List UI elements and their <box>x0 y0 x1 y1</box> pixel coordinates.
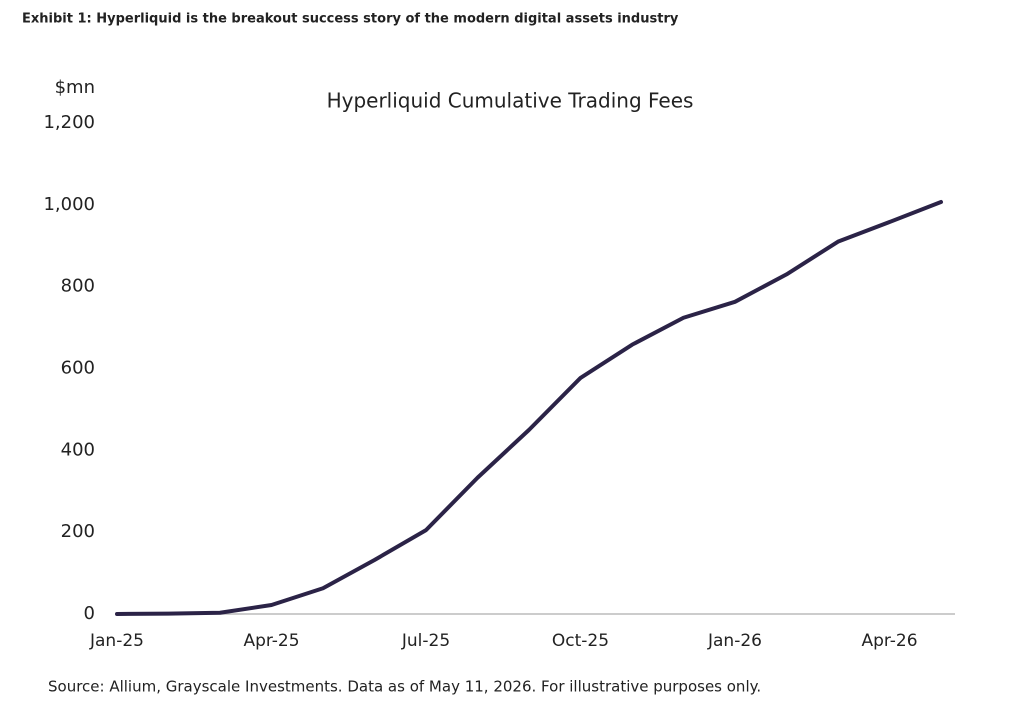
y-tick-label: 200 <box>61 521 95 542</box>
y-tick-label: 600 <box>61 358 95 379</box>
y-tick-label: 0 <box>84 603 95 624</box>
y-tick-label: 400 <box>61 439 95 460</box>
y-tick-label: 1,000 <box>43 194 95 215</box>
x-tick-label: Apr-26 <box>861 631 917 651</box>
y-tick-label: 1,200 <box>43 112 95 133</box>
x-tick-label: Jan-25 <box>89 631 144 651</box>
exhibit-title: Exhibit 1: Hyperliquid is the breakout s… <box>22 12 679 27</box>
x-tick-label: Apr-25 <box>243 631 299 651</box>
x-tick-label: Oct-25 <box>552 631 609 651</box>
x-tick-label: Jan-26 <box>707 631 762 651</box>
chart-title: Hyperliquid Cumulative Trading Fees <box>327 89 694 113</box>
y-axis-label: $mn <box>55 77 95 98</box>
y-tick-label: 800 <box>61 276 95 297</box>
source-note: Source: Allium, Grayscale Investments. D… <box>48 678 761 696</box>
x-tick-label: Jul-25 <box>401 631 450 651</box>
data-line <box>115 199 943 616</box>
